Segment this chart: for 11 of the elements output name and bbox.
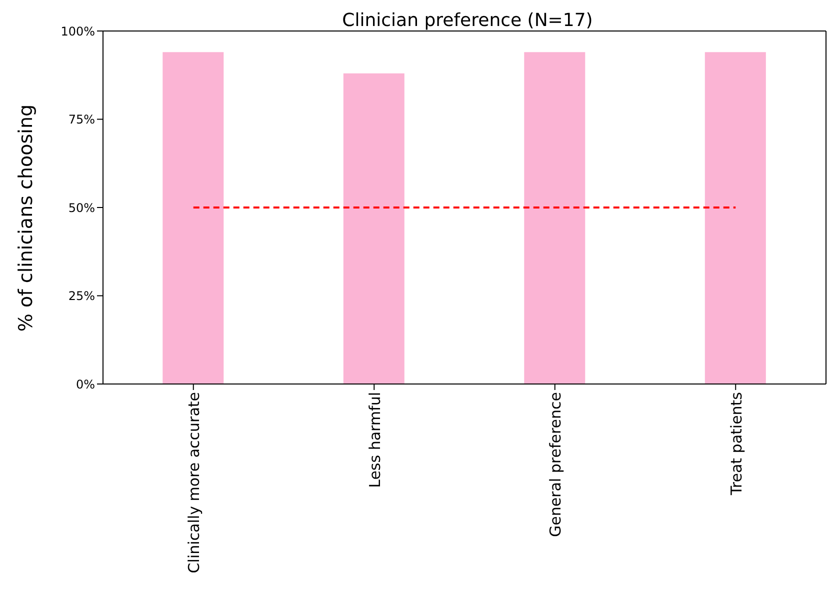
y-axis-title: % of clinicians choosing — [15, 104, 37, 332]
y-tick-label: 100% — [60, 24, 95, 38]
y-tick-label: 25% — [68, 289, 95, 304]
x-tick-label: Treat patients — [727, 392, 746, 496]
y-tick-label: 50% — [68, 200, 95, 215]
y-tick-label: 0% — [76, 377, 95, 392]
x-tick-label: Clinically more accurate — [185, 392, 204, 574]
x-tick-label: Less harmful — [366, 392, 384, 488]
x-tick-label: General preference — [546, 392, 565, 538]
y-tick-label: 75% — [68, 112, 95, 127]
chart-title: Clinician preference (N=17) — [341, 10, 594, 31]
